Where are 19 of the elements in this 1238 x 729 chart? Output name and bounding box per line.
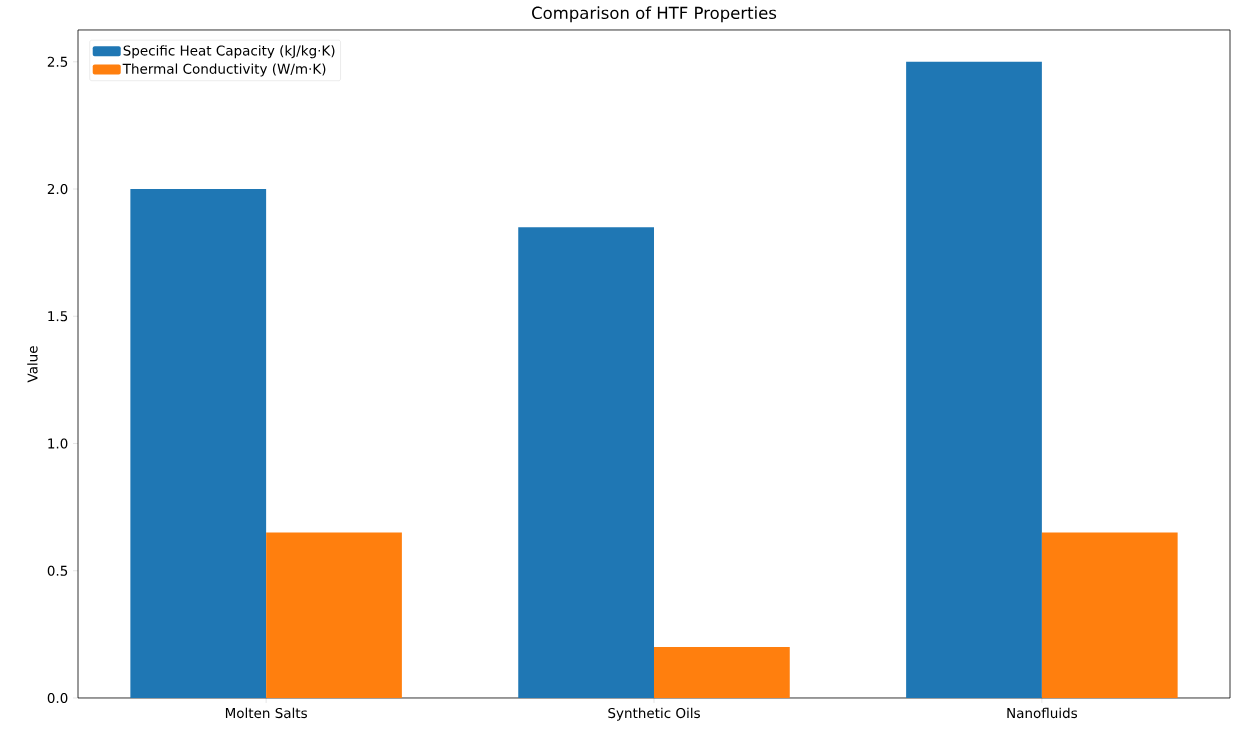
x-tick-label: Molten Salts bbox=[225, 707, 307, 719]
y-tick-label: 1.5 bbox=[48, 311, 68, 322]
x-tick-label: Nanofluids bbox=[1007, 707, 1078, 719]
bar bbox=[518, 227, 654, 698]
bar bbox=[266, 532, 402, 698]
bar bbox=[906, 61, 1042, 698]
y-tick-label: 2.5 bbox=[47, 56, 68, 67]
y-axis-title: Value bbox=[27, 346, 38, 383]
chart-title: Comparison of HTF Properties bbox=[532, 6, 777, 23]
y-tick-label: 1.0 bbox=[48, 438, 68, 449]
bar bbox=[130, 189, 267, 698]
bar bbox=[654, 647, 790, 698]
x-tick-label: Synthetic Oils bbox=[608, 707, 700, 721]
bar bbox=[1041, 532, 1178, 698]
y-tick-label: 0.5 bbox=[47, 565, 68, 576]
y-tick-label: 2.0 bbox=[47, 183, 68, 195]
legend-label: Thermal Conductivity (W/m·K) bbox=[122, 63, 326, 77]
y-tick-label: 0.0 bbox=[47, 692, 68, 704]
legend-label: Specific Heat Capacity (kJ/kg·K) bbox=[123, 45, 335, 59]
